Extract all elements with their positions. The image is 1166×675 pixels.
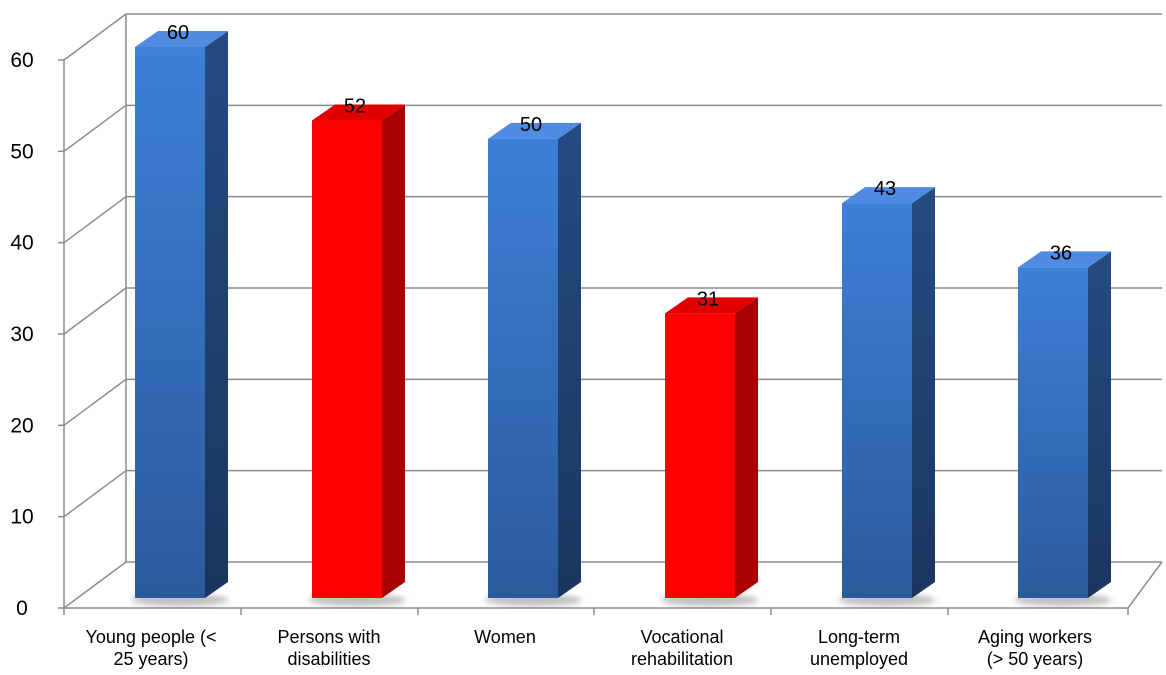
bar-side [558, 122, 581, 598]
y-tick-label: 40 [10, 232, 33, 255]
labels: 0 10 20 30 40 50 60 60 52 50 31 43 36 Young people (<… [10, 22, 1092, 669]
y-tick-label: 30 [10, 323, 33, 346]
data-label: 52 [344, 95, 366, 117]
bar-side [912, 187, 935, 598]
bar-side [205, 31, 228, 598]
bars [131, 31, 1112, 606]
y-tick-label: 10 [10, 506, 33, 529]
bar-front [842, 203, 912, 598]
bar [1014, 251, 1112, 606]
bar-front [488, 138, 558, 599]
data-label: 43 [874, 178, 896, 200]
bar [131, 31, 229, 606]
bar-side [735, 297, 758, 598]
gridline-diagonal [63, 287, 127, 335]
grid [58, 13, 1163, 615]
bar-front [1018, 267, 1088, 598]
floor-right-edge [1127, 561, 1163, 609]
gridline-diagonal [63, 561, 127, 609]
data-label: 60 [167, 22, 189, 44]
bar-top [312, 104, 405, 121]
bar-front [665, 313, 735, 598]
x-tick-label: Women [474, 627, 536, 647]
x-tick-label: Persons with disabilities [277, 627, 380, 669]
x-tick-label: Long-term unemployed [810, 627, 908, 669]
y-tick-label: 20 [10, 414, 33, 437]
bar [838, 187, 936, 606]
bar [661, 297, 759, 606]
bar-front [135, 47, 205, 598]
gridline-diagonal [63, 378, 127, 426]
bar-side [382, 104, 405, 598]
gridline-diagonal [63, 196, 127, 244]
data-label: 50 [520, 114, 542, 136]
y-tick-label: 0 [16, 597, 28, 620]
data-label: 36 [1050, 242, 1072, 264]
x-tick-label: Aging workers (> 50 years) [978, 627, 1092, 669]
y-tick-label: 60 [10, 49, 33, 72]
x-tick-label: Young people (< 25 years) [86, 627, 217, 669]
bar-top [1018, 251, 1111, 268]
bar-top [842, 187, 935, 204]
gridline-diagonal [63, 104, 127, 152]
bar [484, 122, 582, 606]
data-label: 31 [697, 288, 719, 310]
bar-top [665, 297, 758, 314]
x-tick-label: Vocational rehabilitation [631, 627, 733, 669]
bar-top [488, 122, 581, 139]
gridline-diagonal [63, 470, 127, 518]
gridline-diagonal [63, 13, 127, 61]
bar-top [135, 31, 228, 47]
bar [308, 104, 406, 606]
bar-front [312, 120, 382, 598]
y-tick-label: 50 [10, 140, 33, 163]
bar-side [1088, 251, 1111, 598]
